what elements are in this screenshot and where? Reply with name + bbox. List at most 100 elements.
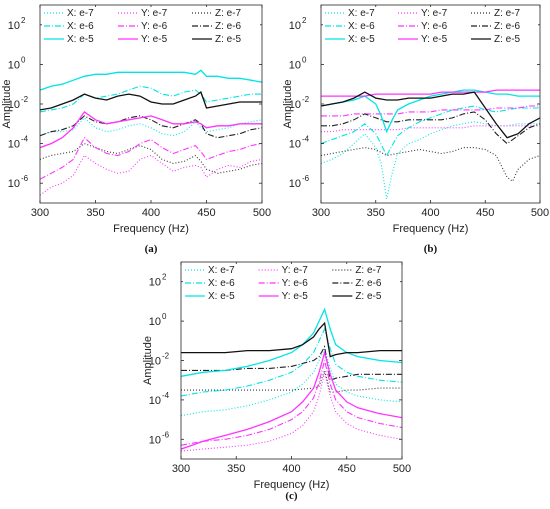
series-line-ze5 <box>181 321 402 358</box>
legend-item: X: e-6 <box>185 278 235 289</box>
legend-item: Y: e-5 <box>258 291 309 302</box>
legend-label: Z: e-7 <box>494 8 521 19</box>
x-tick-label: 500 <box>393 463 411 475</box>
y-tick-base: 10 <box>149 277 161 289</box>
series-line-ze5 <box>321 91 540 139</box>
legend-label: Y: e-6 <box>141 21 168 32</box>
x-tick-label: 350 <box>367 207 385 219</box>
y-tick-label: 10 0 <box>289 55 307 71</box>
series-line-ye6 <box>181 360 402 446</box>
series-group <box>181 307 402 452</box>
legend-label: Z: e-7 <box>215 8 242 19</box>
y-tick-exponent: -2 <box>21 95 29 104</box>
y-tick-label: 10 -2 <box>8 95 29 111</box>
legend-label: Y: e-7 <box>141 8 168 19</box>
series-line-xe5 <box>181 307 402 377</box>
y-tick-exponent: -4 <box>302 135 310 144</box>
legend-item: Y: e-5 <box>118 34 168 45</box>
y-tick-label: 10 -2 <box>289 95 310 111</box>
y-tick-label: 10 -2 <box>149 352 170 368</box>
series-line-ze6 <box>321 111 540 145</box>
y-tick-base: 10 <box>289 139 301 151</box>
legend-label: Y: e-6 <box>282 278 309 289</box>
legend-item: X: e-6 <box>325 21 375 32</box>
series-line-ze7 <box>181 368 402 393</box>
x-tick-label: 400 <box>142 207 160 219</box>
legend-label: Y: e-5 <box>141 34 168 45</box>
y-tick-exponent: 0 <box>302 55 307 64</box>
legend-label: X: e-6 <box>208 278 235 289</box>
y-tick-label: 10 -6 <box>289 174 310 190</box>
legend-label: Z: e-5 <box>355 291 382 302</box>
series-line-xe5 <box>321 89 540 134</box>
series-line-xe7 <box>181 347 402 417</box>
series-line-ze6 <box>181 345 402 381</box>
legend-item: Z: e-5 <box>471 34 521 45</box>
y-tick-exponent: 2 <box>162 273 167 282</box>
y-axis-label: Amplitude <box>1 80 13 129</box>
legend: X: e-7 Y: e-7 Z: e-7 X: e-6 Y: e-6 Z: e-6 X: e… <box>183 264 400 307</box>
x-axis-label: Frequency (Hz) <box>393 223 469 235</box>
y-tick-exponent: 2 <box>302 16 307 25</box>
x-tick-label: 400 <box>421 207 439 219</box>
y-tick-base: 10 <box>8 20 20 32</box>
legend-label: X: e-5 <box>67 34 94 45</box>
y-tick-base: 10 <box>8 59 20 71</box>
legend-bg <box>323 7 538 50</box>
y-tick-base: 10 <box>8 178 20 190</box>
legend-label: X: e-5 <box>208 291 235 302</box>
y-tick-exponent: -6 <box>21 174 29 183</box>
y-tick-exponent: 0 <box>162 312 167 321</box>
x-tick-label: 450 <box>197 207 215 219</box>
legend-item: Z: e-6 <box>332 278 382 289</box>
legend-label: Z: e-6 <box>355 278 382 289</box>
series-line-ze5 <box>40 91 262 111</box>
x-axis-label: Frequency (Hz) <box>113 223 189 235</box>
legend-item: X: e-6 <box>44 21 94 32</box>
legend-label: Y: e-5 <box>421 34 448 45</box>
legend-item: Y: e-7 <box>258 265 308 276</box>
y-tick-base: 10 <box>8 139 20 151</box>
subfigure-caption: (a) <box>145 243 158 255</box>
subfigure-caption: (c) <box>285 490 298 502</box>
y-tick-label: 10 -6 <box>8 174 29 190</box>
series-group <box>40 69 262 196</box>
y-tick-exponent: -4 <box>21 135 29 144</box>
legend-item: X: e-5 <box>325 34 375 45</box>
legend-item: Z: e-7 <box>192 8 242 19</box>
series-line-xe6 <box>321 105 540 157</box>
y-tick-base: 10 <box>149 316 161 328</box>
series-line-xe7 <box>40 117 262 137</box>
legend-label: Y: e-5 <box>282 291 309 302</box>
legend-item: X: e-7 <box>325 8 375 19</box>
series-line-xe7 <box>321 121 540 200</box>
series-line-xe6 <box>40 85 262 113</box>
y-tick-label: 10 -4 <box>8 135 29 151</box>
x-tick-label: 500 <box>253 207 271 219</box>
legend-label: Z: e-7 <box>355 265 382 276</box>
legend-item: Z: e-5 <box>332 291 382 302</box>
legend-label: Z: e-6 <box>215 21 242 32</box>
legend-label: X: e-5 <box>348 34 375 45</box>
y-tick-label: 10 -6 <box>149 430 170 446</box>
series-line-xe5 <box>40 69 262 91</box>
series-line-xe6 <box>181 327 402 397</box>
legend-item: X: e-7 <box>185 265 235 276</box>
y-tick-exponent: -2 <box>302 95 310 104</box>
legend-item: Z: e-6 <box>192 21 242 32</box>
y-tick-exponent: -2 <box>162 352 170 361</box>
series-line-ye5 <box>181 350 402 450</box>
y-tick-label: 10 0 <box>8 55 26 71</box>
legend-label: X: e-7 <box>208 265 235 276</box>
series-line-ye6 <box>40 136 262 180</box>
y-tick-exponent: -6 <box>162 430 170 439</box>
x-tick-label: 350 <box>86 207 104 219</box>
y-tick-exponent: -6 <box>302 174 310 183</box>
legend-label: X: e-7 <box>67 8 94 19</box>
legend-item: Z: e-5 <box>192 34 242 45</box>
legend: X: e-7 Y: e-7 Z: e-7 X: e-6 Y: e-6 Z: e-6 X: e… <box>323 7 538 50</box>
y-tick-base: 10 <box>289 20 301 32</box>
legend-label: Y: e-6 <box>421 21 448 32</box>
legend-label: X: e-6 <box>67 21 94 32</box>
